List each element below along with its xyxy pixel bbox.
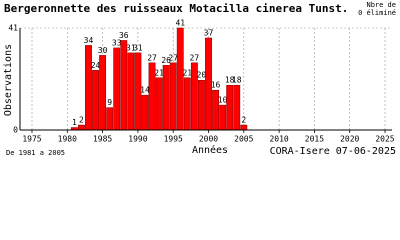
range-note: De 1981 a 2005 (6, 149, 65, 157)
x-tick-label: 1990 (128, 135, 147, 144)
data-label: 24 (91, 61, 101, 70)
bar (219, 104, 227, 131)
bar (176, 27, 184, 131)
data-label: 9 (107, 98, 112, 107)
data-label: 34 (84, 36, 94, 45)
x-tick-label: 1985 (93, 135, 112, 144)
bar (120, 40, 128, 131)
bar (233, 84, 241, 131)
x-tick-label: 2000 (199, 135, 218, 144)
data-label: 1 (72, 118, 77, 127)
data-label: 18 (232, 76, 242, 85)
x-tick-label: 1995 (164, 135, 183, 144)
bar (198, 79, 205, 131)
data-label: 2 (241, 116, 246, 125)
x-tick-label: 1980 (58, 135, 77, 144)
bar (169, 62, 177, 131)
note: Nbre de (366, 1, 396, 9)
x-tick-label: 2025 (375, 135, 394, 144)
x-tick-label: 2005 (234, 135, 253, 144)
data-label: 21 (182, 68, 192, 77)
data-label: 41 (175, 19, 185, 28)
bar (127, 52, 135, 131)
data-label: 31 (126, 43, 136, 52)
bar (155, 77, 163, 131)
source: CORA-Isere 07-06-2025 (270, 146, 396, 157)
bar (162, 65, 170, 131)
y-tick-label: 0 (13, 126, 18, 135)
data-label: 10 (218, 96, 228, 105)
y-tick-label: 41 (8, 24, 18, 33)
data-label: 21 (154, 68, 164, 77)
data-label: 30 (98, 46, 108, 55)
bar (85, 45, 92, 131)
data-label: 2 (79, 116, 84, 125)
bar (141, 94, 149, 131)
x-axis-label: Années (192, 144, 228, 156)
x-tick-label: 2020 (340, 135, 359, 144)
data-label: 37 (204, 28, 214, 37)
chart-title: Bergeronnette des ruisseaux Motacilla ci… (4, 2, 348, 15)
data-label: 20 (197, 71, 207, 80)
bar (92, 70, 99, 131)
data-label: 18 (225, 76, 235, 85)
bar (77, 124, 85, 131)
y-axis-label: Observations (3, 44, 14, 116)
x-tick-label: 1975 (22, 135, 41, 144)
data-label: 14 (140, 86, 150, 95)
bar (99, 55, 107, 131)
bar (226, 84, 234, 131)
chart: Bergeronnette des ruisseaux Motacilla ci… (3, 1, 396, 157)
data-label: 16 (211, 81, 221, 90)
bar (106, 107, 114, 131)
x-tick-label: 2010 (269, 135, 288, 144)
bar (113, 47, 121, 131)
note: 0 éliminé (358, 9, 396, 17)
bar (240, 124, 248, 131)
data-label: 27 (147, 53, 157, 62)
data-label: 36 (119, 31, 129, 40)
data-label: 33 (112, 38, 122, 47)
data-label: 31 (133, 43, 143, 52)
x-tick-label: 2015 (305, 135, 324, 144)
data-label: 26 (161, 56, 171, 65)
data-label: 27 (190, 53, 200, 62)
data-label: 27 (168, 53, 178, 62)
bar (183, 77, 191, 131)
